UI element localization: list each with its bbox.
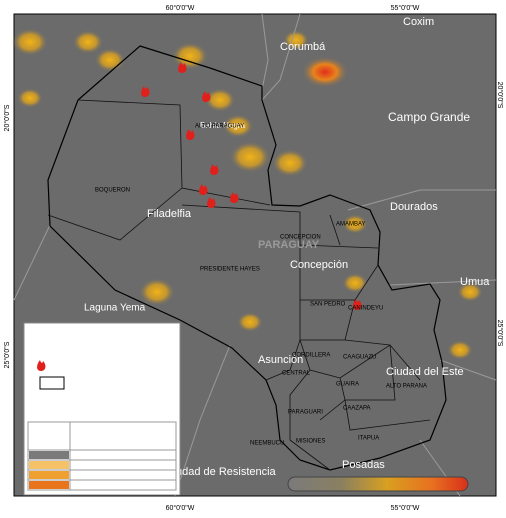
department-label: CAAZAPA [343,406,371,412]
colorbar [287,476,469,492]
department-label: CENTRAL [282,371,311,377]
coord-label: 60°0'0"W [166,4,195,12]
swatch [29,451,69,459]
place-label: PARAGUAY [258,239,320,251]
department-label: NEEMBUCU [250,441,284,447]
place-label: Coxim [403,16,434,28]
fire-icon [186,129,195,140]
swatch [29,461,69,469]
place-label: Asunción [258,354,303,366]
department-label: ITAPUA [358,436,379,442]
heat-layer [11,28,483,360]
fire-hotspots [141,62,362,310]
place-label: Corumbá [280,41,326,53]
department-label: ALTO PARAGUAY [195,124,244,130]
place-label: Posadas [342,459,385,471]
legend-dept-symbol [39,376,65,390]
place-label: Concepción [290,259,348,271]
department-label: BOQUERON [95,188,130,194]
heat-blob [17,88,43,108]
heat-blob [222,114,254,138]
heat-blob [237,312,263,332]
department-label: CORDILLERA [292,353,330,359]
heat-blob [457,282,483,302]
swatch [29,481,69,489]
country-borders [13,13,497,497]
fire-icon [210,164,219,175]
coord-label: 20°0'0"S [3,104,11,131]
heat-blob [447,340,473,360]
place-label: Campo Grande [388,110,470,124]
coord-label: 25°0'0"S [496,320,504,347]
fire-icon [230,192,239,203]
coord-label: 20°0'0"S [496,82,504,109]
place-label: Dourados [390,201,438,213]
heat-blob [271,149,309,177]
coord-label: 60°0'0"W [166,504,195,512]
heat-blob [283,30,309,50]
fire-icon [37,360,46,371]
heat-blob [11,28,49,56]
department-label: SAN PEDRO [310,302,346,308]
place-label: Bahía Negra [200,121,245,130]
heat-blob [204,88,236,112]
department-label: CAAGUAZU [343,355,376,361]
place-label: Filadelfia [147,208,192,220]
department-label: MISIONES [296,439,325,445]
coord-label: 55°0'0"W [391,4,420,12]
fire-icon [178,62,187,73]
heat-blob [138,278,176,306]
heat-blob [342,214,368,234]
fire-icon [141,86,150,97]
department-label: PARAGUARI [288,410,323,416]
fire-icon [353,299,362,310]
heat-blob [94,48,126,72]
department-label: CANINDEYU [348,306,383,312]
heat-blob [342,273,368,293]
department-label: GUAIRA [336,382,359,388]
swatch [29,471,69,479]
place-label: Laguna Yema [84,303,146,314]
department-label: AMAMBAY [336,222,366,228]
place-label: Umua [460,276,490,288]
legend-table [27,421,177,491]
heat-blob [301,56,349,88]
department-label: ALTO PARANA [386,384,427,390]
fire-icon [199,184,208,195]
coord-label: 55°0'0"W [391,504,420,512]
department-lines [47,99,431,471]
place-label: udad de Resistencia [176,466,277,478]
coord-label: 25°0'0"S [3,341,11,368]
place-label: Ciudad del Este [386,366,464,378]
fire-icon [207,197,216,208]
department-label: PRESIDENTE HAYES [200,267,260,273]
paraguay-outline [47,45,447,471]
heat-blob [229,141,271,173]
department-label: CONCEPCION [280,235,321,241]
legend-box [23,322,181,496]
heat-blob [72,30,104,54]
fire-icon [202,91,211,102]
